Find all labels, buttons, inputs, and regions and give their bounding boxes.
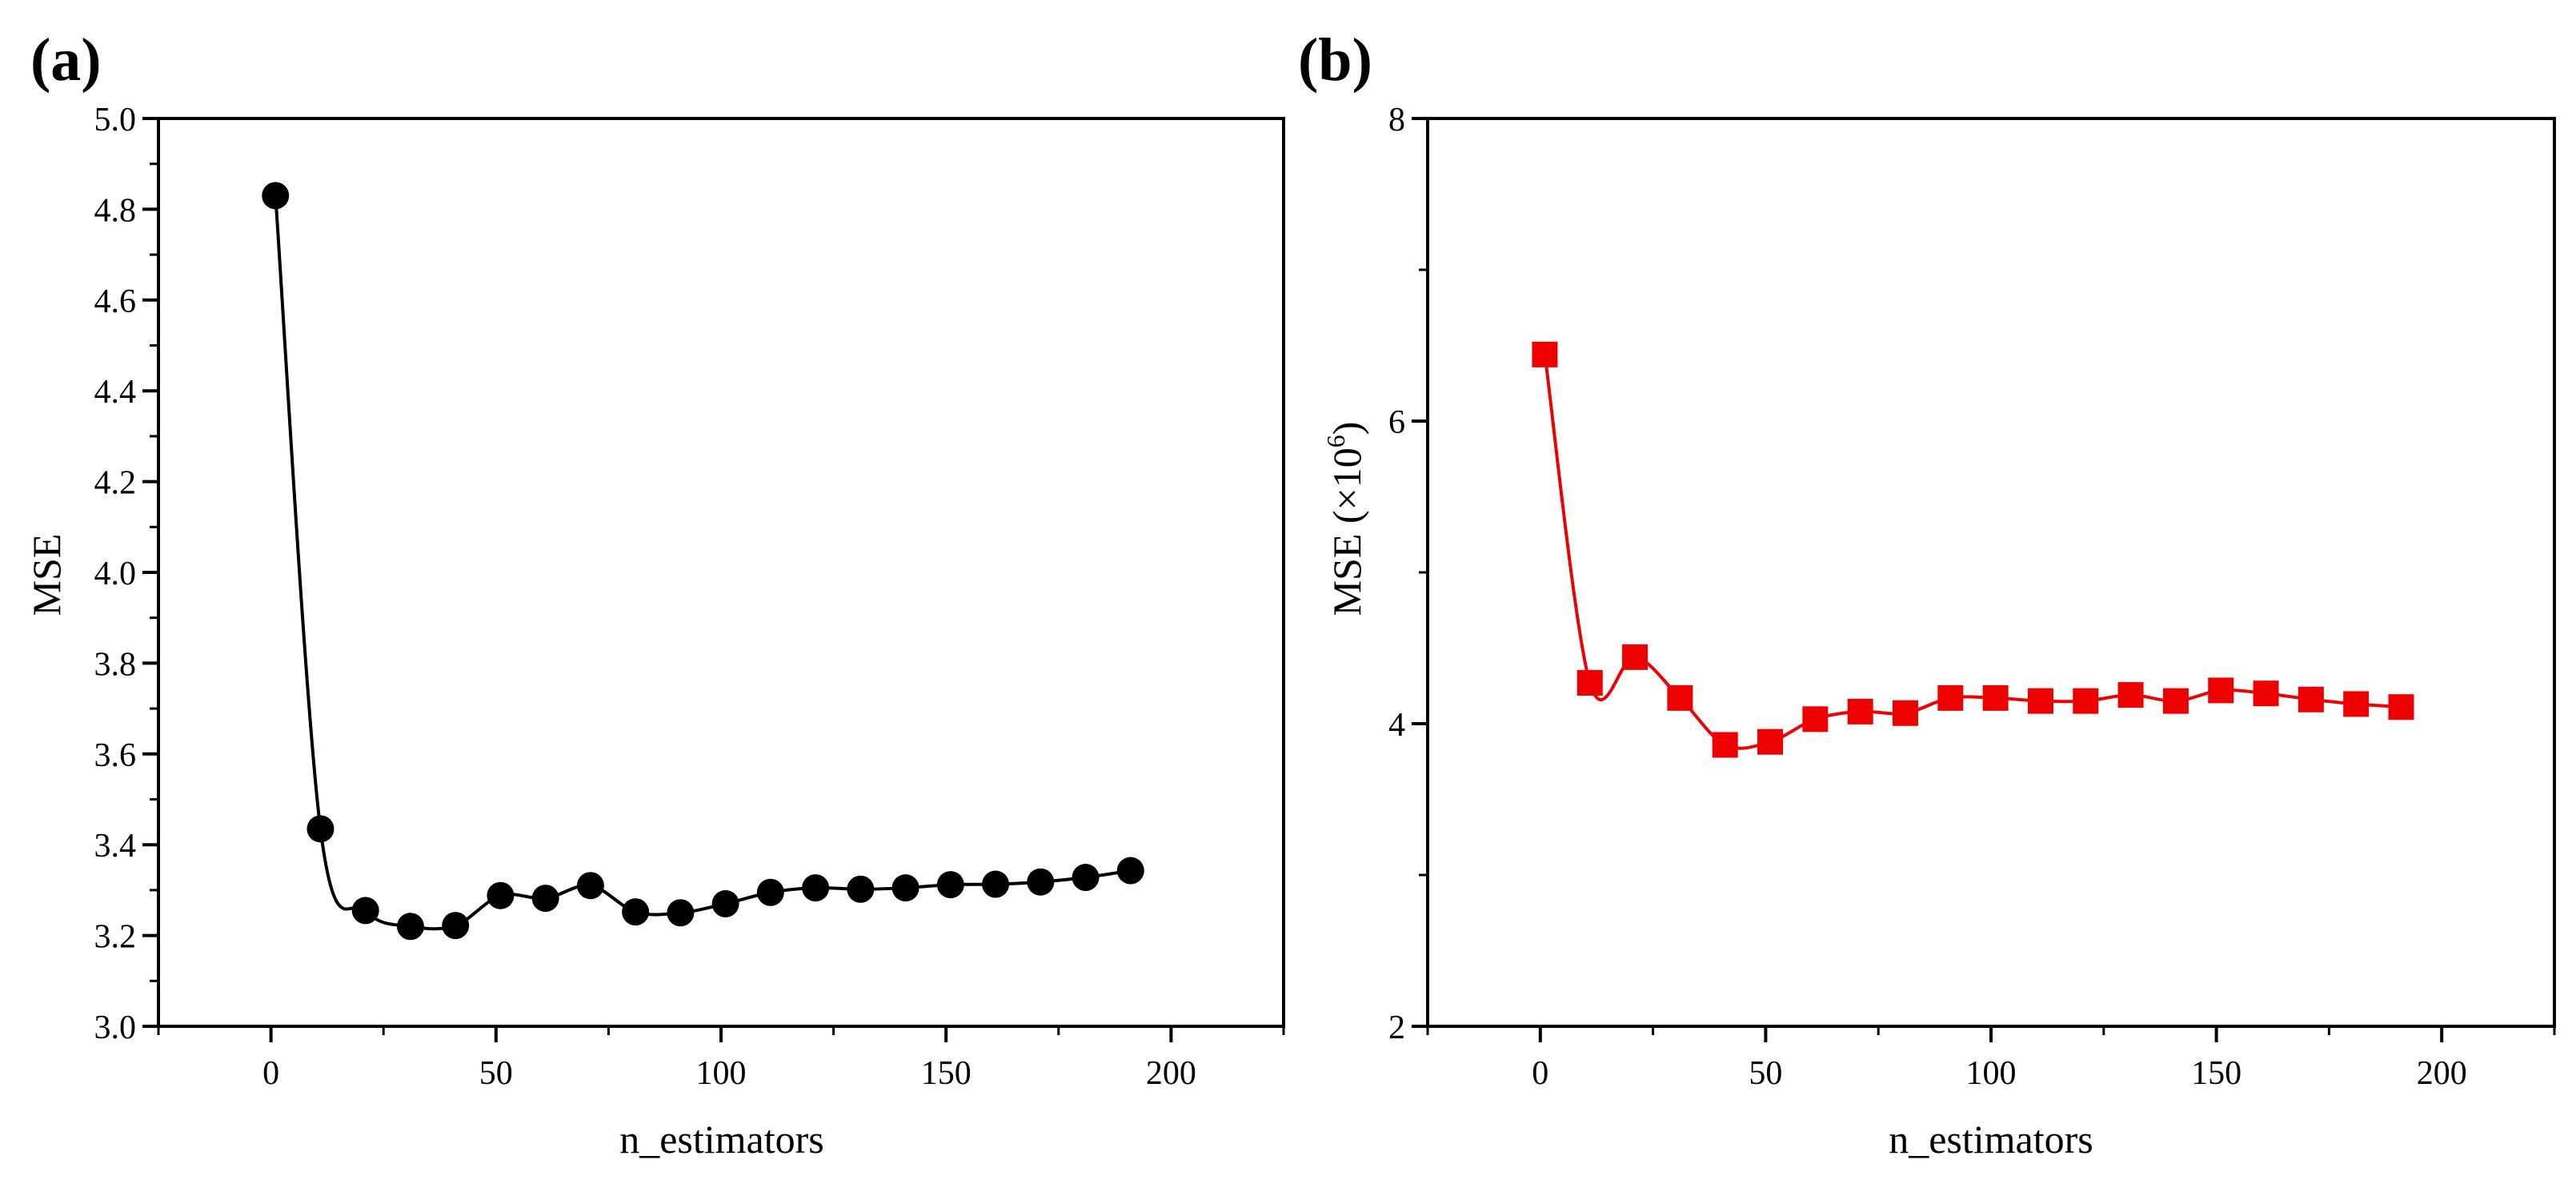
x-tick-label-a: 150 — [921, 1055, 972, 1092]
data-point-b — [2388, 694, 2414, 720]
x-tick-label-a: 100 — [696, 1055, 747, 1092]
y-tick-label-a: 3.6 — [94, 737, 137, 774]
y-tick-label-a: 4.0 — [94, 556, 137, 592]
x-axis-title-b: n_estimators — [1889, 1117, 2093, 1162]
y-tick-label-a: 4.8 — [94, 192, 137, 229]
data-point-b — [2298, 686, 2324, 712]
chart-panel-a: (a) 0 50 100 150 200 3.0 3.2 3.4 3.6 3.8 4.0 4.2 4.4… — [24, 26, 1285, 1162]
data-point-b — [2073, 688, 2099, 714]
data-point-b — [1712, 732, 1738, 758]
x-tick-label-b: 50 — [1749, 1055, 1782, 1092]
data-point-a — [262, 182, 290, 210]
data-point-b — [2117, 682, 2144, 708]
data-point-a — [1116, 857, 1144, 885]
data-point-b — [1802, 706, 1829, 732]
data-point-a — [982, 870, 1010, 898]
x-tick-label-b: 100 — [1966, 1055, 2017, 1092]
data-point-a — [847, 875, 875, 903]
y-axis-title-a: MSE — [24, 534, 69, 616]
y-tick-label-a: 3.0 — [94, 1009, 137, 1046]
panel-label-b: (b) — [1298, 26, 1372, 94]
y-tick-label-a: 5.0 — [94, 102, 137, 138]
data-point-a — [756, 878, 784, 906]
plot-frame-b — [1426, 117, 2556, 1028]
y-axis-title-b-main: MSE (×10 — [1324, 448, 1369, 616]
data-point-b — [1576, 669, 1603, 696]
data-point-b — [2253, 680, 2279, 707]
panel-label-a: (a) — [30, 26, 102, 94]
data-point-b — [1847, 698, 1873, 724]
data-point-b — [1937, 684, 1964, 711]
x-tick-label-a: 200 — [1146, 1055, 1196, 1092]
data-point-b — [2162, 688, 2189, 714]
plot-area-b: 0 50 100 150 200 2 4 6 8 — [1388, 102, 2556, 1092]
data-point-a — [487, 881, 515, 909]
data-point-a — [576, 872, 604, 900]
y-tick-label-a: 4.2 — [94, 465, 137, 502]
data-point-a — [531, 885, 559, 913]
data-point-a — [1027, 868, 1055, 896]
data-point-b — [1667, 684, 1693, 711]
y-tick-label-a: 3.2 — [94, 919, 137, 956]
series-line-a — [274, 195, 1132, 931]
y-tick-label-a: 4.6 — [94, 283, 137, 320]
data-point-b — [2343, 691, 2370, 717]
x-tick-label-a: 0 — [262, 1055, 279, 1092]
y-tick-label-b: 6 — [1388, 404, 1405, 441]
data-point-b — [2208, 677, 2234, 704]
y-axis-title-b-end: ) — [1324, 422, 1369, 435]
x-axis-title-a: n_estimators — [619, 1117, 824, 1162]
data-point-a — [396, 913, 424, 941]
y-axis-title-b-sup: 6 — [1321, 435, 1350, 448]
y-axis-title-b: MSE (×106) — [1321, 422, 1369, 616]
y-tick-label-a: 3.4 — [94, 828, 137, 865]
x-tick-label-b: 0 — [1532, 1055, 1548, 1092]
data-point-b — [1982, 684, 2009, 711]
data-point-b — [1532, 341, 1558, 367]
data-point-a — [711, 889, 739, 917]
data-point-b — [1622, 644, 1649, 670]
data-point-b — [2027, 688, 2053, 714]
data-point-a — [802, 874, 830, 902]
x-tick-label-b: 150 — [2191, 1055, 2241, 1092]
y-tick-label-b: 2 — [1388, 1009, 1405, 1046]
y-tick-label-b: 8 — [1388, 102, 1405, 138]
data-point-a — [891, 874, 919, 902]
y-tick-label-b: 4 — [1388, 707, 1405, 744]
data-point-a — [622, 898, 650, 926]
data-point-a — [667, 899, 695, 927]
data-point-a — [351, 897, 379, 925]
plot-frame-a — [157, 117, 1285, 1028]
x-tick-label-b: 200 — [2417, 1055, 2467, 1092]
data-point-a — [936, 871, 964, 899]
y-tick-label-a: 4.4 — [94, 374, 137, 411]
data-point-a — [306, 815, 335, 843]
data-point-b — [1892, 700, 1918, 726]
y-tick-label-a: 3.8 — [94, 646, 137, 683]
plot-area-a: 0 50 100 150 200 3.0 3.2 3.4 3.6 3.8 4.0 4.2 4.4 4.6 4… — [94, 102, 1285, 1092]
data-point-a — [1072, 864, 1100, 892]
x-tick-label-a: 50 — [479, 1055, 513, 1092]
data-point-a — [442, 912, 470, 940]
data-point-b — [1757, 728, 1784, 755]
